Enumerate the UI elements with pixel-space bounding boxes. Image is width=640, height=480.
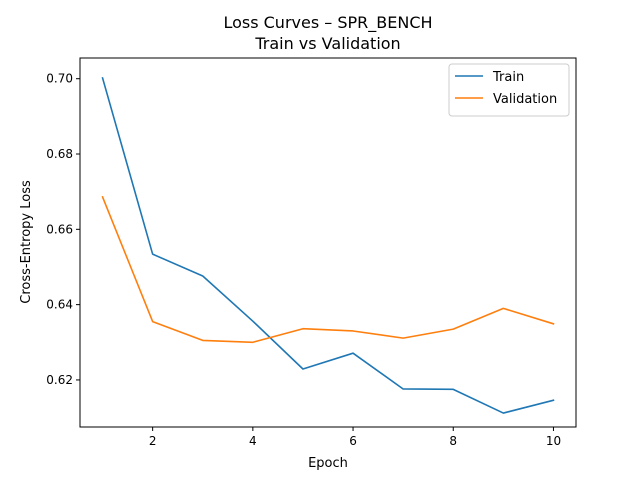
legend-box (448, 63, 570, 117)
legend: Train Validation (448, 63, 570, 117)
x-axis: 2 4 6 8 10 (149, 427, 561, 448)
y-tick-label: 0.64 (46, 298, 73, 312)
x-tick-label: 10 (546, 434, 561, 448)
x-tick-label: 6 (349, 434, 357, 448)
series-line-train (101, 76, 555, 414)
y-tick-label: 0.70 (46, 72, 73, 86)
y-tick-label: 0.62 (46, 373, 73, 387)
plot-frame (79, 57, 577, 428)
y-axis: 0.62 0.64 0.66 0.68 0.70 (46, 72, 80, 387)
y-tick-label: 0.66 (46, 222, 73, 236)
chart-title: Loss Curves – SPR_BENCH (223, 13, 432, 33)
chart-subtitle: Train vs Validation (254, 34, 400, 53)
x-axis-label: Epoch (308, 456, 348, 471)
y-tick-label: 0.68 (46, 147, 73, 161)
x-tick-label: 4 (249, 434, 257, 448)
y-axis-label: Cross-Entropy Loss (19, 180, 34, 304)
plot-content (101, 76, 555, 414)
legend-label-train: Train (492, 70, 524, 85)
x-tick-label: 2 (149, 434, 157, 448)
x-tick-label: 8 (449, 434, 457, 448)
legend-label-validation: Validation (493, 92, 557, 107)
series-line-validation (101, 195, 555, 344)
